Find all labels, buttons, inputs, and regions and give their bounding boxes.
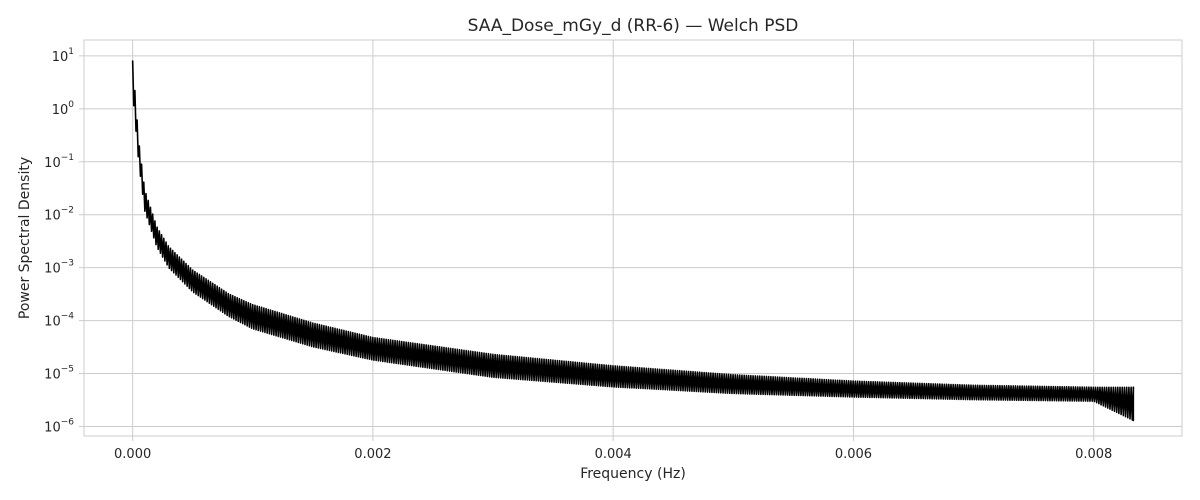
y-tick-label: 10−1 xyxy=(44,153,74,171)
x-tick-label: 0.004 xyxy=(595,447,632,462)
x-tick-label: 0.006 xyxy=(835,447,872,462)
y-tick-label: 100 xyxy=(52,100,75,118)
chart-title: SAA_Dose_mGy_d (RR-6) — Welch PSD xyxy=(468,16,799,36)
y-tick-label: 10−2 xyxy=(44,206,74,224)
psd-line xyxy=(133,61,1134,420)
y-tick-label: 10−6 xyxy=(44,417,74,435)
x-tick-label: 0.000 xyxy=(114,447,151,462)
y-tick-label: 101 xyxy=(52,47,74,65)
data-series xyxy=(133,61,1134,420)
x-axis-label: Frequency (Hz) xyxy=(580,466,686,482)
y-tick-label: 10−3 xyxy=(44,259,74,277)
y-ticks: 101 100 10−1 10−2 10−3 10−4 10−5 10−6 xyxy=(44,47,84,436)
y-tick-label: 10−4 xyxy=(44,312,74,330)
x-ticks: 0.000 0.002 0.004 0.006 0.008 xyxy=(114,436,1112,462)
x-tick-label: 0.008 xyxy=(1075,447,1112,462)
y-axis-label: Power Spectral Density xyxy=(17,157,33,319)
y-tick-label: 10−5 xyxy=(44,365,74,383)
x-tick-label: 0.002 xyxy=(354,447,391,462)
